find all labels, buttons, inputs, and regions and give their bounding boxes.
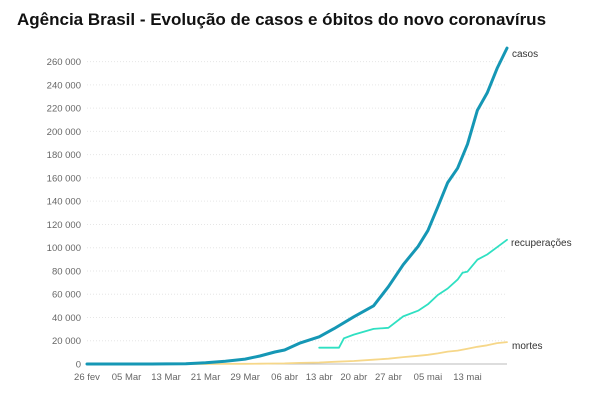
y-tick-label: 0 <box>76 360 81 371</box>
y-tick-label: 40 000 <box>52 313 81 324</box>
y-tick-label: 140 000 <box>47 197 81 208</box>
x-tick-label: 13 Mar <box>151 372 181 383</box>
y-tick-label: 60 000 <box>52 290 81 301</box>
x-tick-label: 13 mai <box>453 372 482 383</box>
y-tick-label: 100 000 <box>47 243 81 254</box>
series-label: mortes <box>512 341 543 352</box>
x-tick-label: 13 abr <box>306 372 333 383</box>
y-tick-label: 80 000 <box>52 266 81 277</box>
x-tick-label: 05 mai <box>414 372 443 383</box>
y-tick-label: 20 000 <box>52 336 81 347</box>
y-tick-label: 200 000 <box>47 127 81 138</box>
series-line-recuperacoes <box>318 238 508 349</box>
y-tick-label: 260 000 <box>47 57 81 68</box>
series-line-mortes <box>86 341 508 365</box>
x-tick-label: 26 fev <box>74 372 100 383</box>
x-tick-label: 21 Mar <box>191 372 221 383</box>
y-tick-label: 240 000 <box>47 80 81 91</box>
y-tick-label: 220 000 <box>47 104 81 115</box>
x-tick-label: 27 abr <box>375 372 402 383</box>
x-tick-label: 06 abr <box>271 372 298 383</box>
x-tick-label: 20 abr <box>340 372 367 383</box>
series-label: recuperações <box>511 238 572 249</box>
y-tick-label: 180 000 <box>47 150 81 161</box>
x-tick-label: 05 Mar <box>112 372 142 383</box>
series-label: casos <box>512 49 538 60</box>
y-tick-label: 160 000 <box>47 173 81 184</box>
y-tick-label: 120 000 <box>47 220 81 231</box>
x-tick-label: 29 Mar <box>230 372 260 383</box>
series-line-casos <box>85 46 509 366</box>
chart-title: Agência Brasil - Evolução de casos e óbi… <box>17 10 547 29</box>
